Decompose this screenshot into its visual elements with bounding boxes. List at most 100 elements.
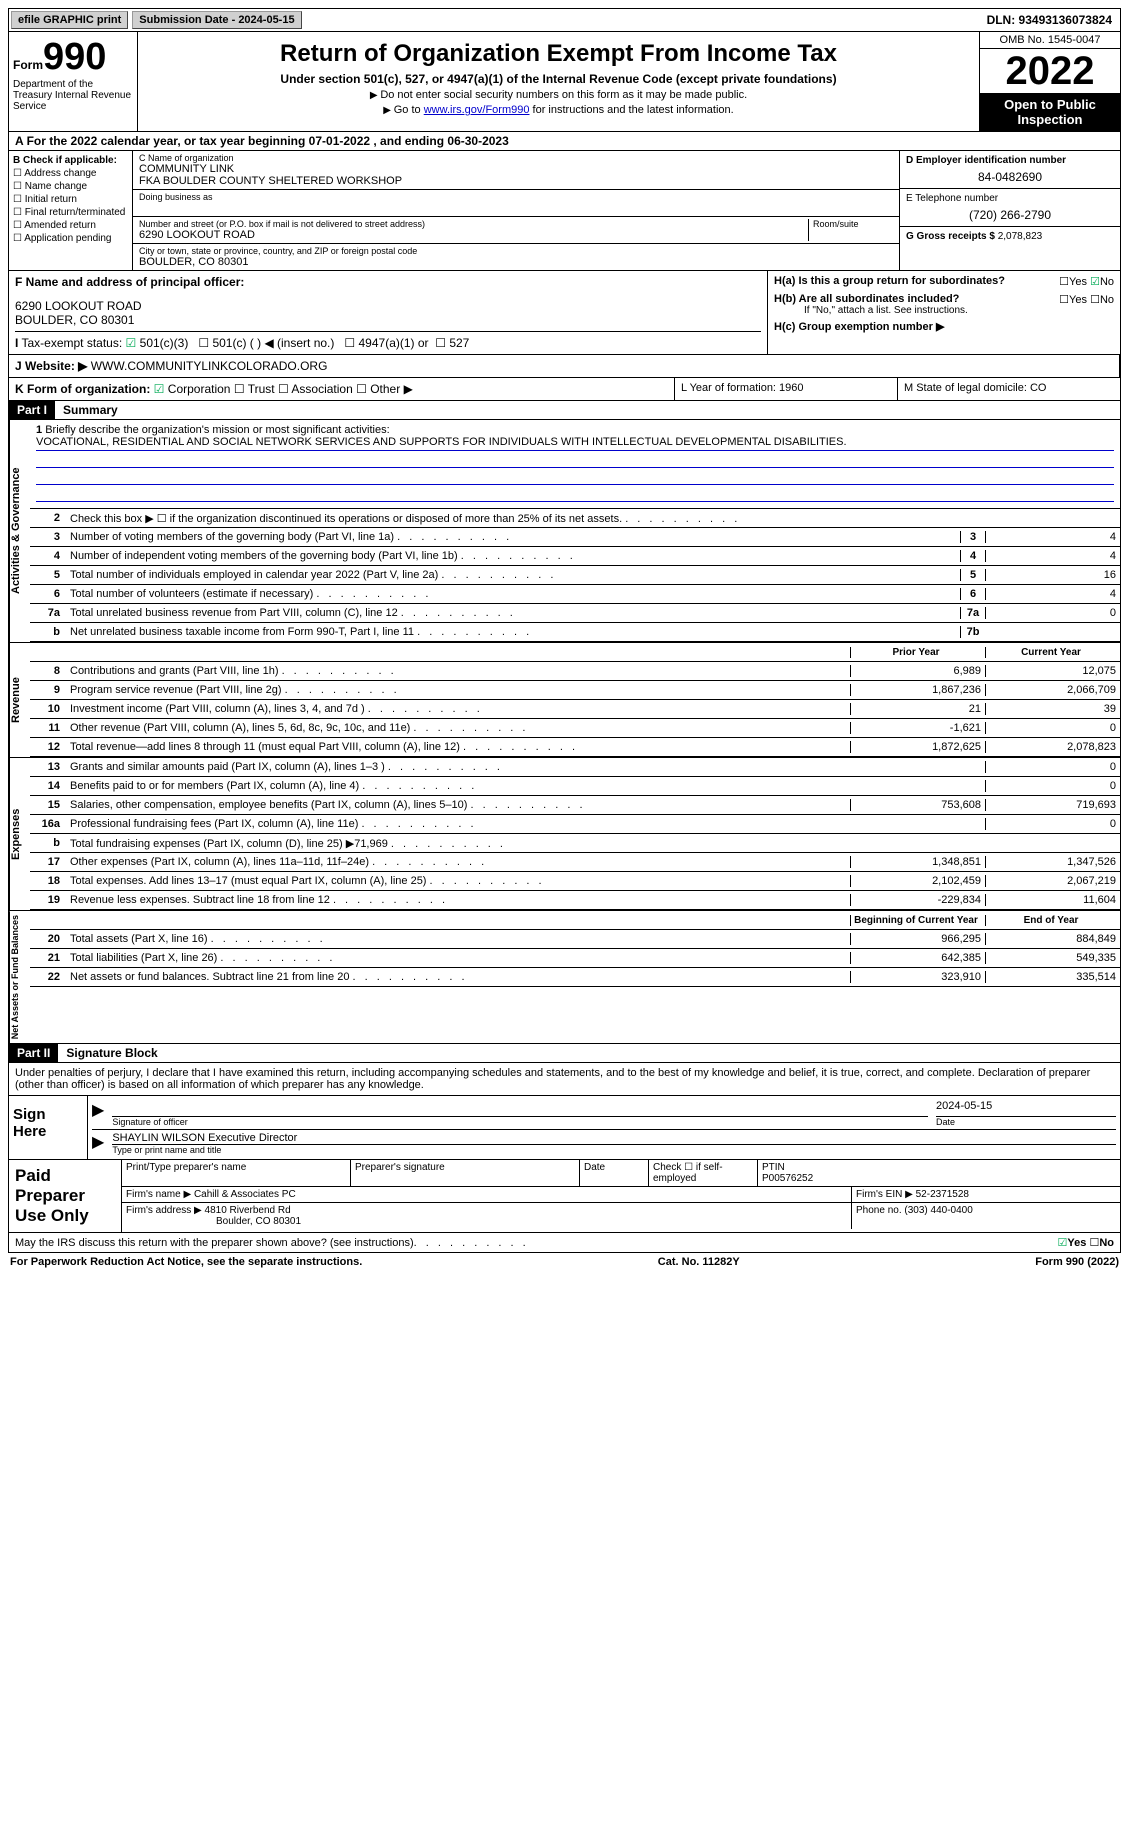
gross-label: G Gross receipts $: [906, 231, 995, 242]
chk-amended[interactable]: Amended return: [13, 220, 128, 231]
line-current-value: 0: [985, 761, 1120, 773]
chk-4947[interactable]: [344, 336, 355, 350]
hc-label: H(c) Group exemption number ▶: [774, 321, 944, 333]
form-number: 990: [43, 36, 106, 78]
line-number: 18: [30, 875, 66, 887]
f-addr1: 6290 LOOKOUT ROAD: [15, 299, 761, 313]
signature-declaration: Under penalties of perjury, I declare th…: [8, 1063, 1121, 1096]
j-label: Website: ▶: [25, 359, 87, 373]
pra-notice: For Paperwork Reduction Act Notice, see …: [10, 1256, 362, 1268]
period-text: For the 2022 calendar year, or tax year …: [27, 134, 509, 148]
line-number: 16a: [30, 818, 66, 830]
discuss-question: May the IRS discuss this return with the…: [15, 1237, 414, 1249]
form-subtitle: Under section 501(c), 527, or 4947(a)(1)…: [142, 72, 975, 86]
gross-value: 2,078,823: [998, 231, 1043, 242]
hb-no[interactable]: [1090, 294, 1100, 306]
line-text: Total revenue—add lines 8 through 11 (mu…: [66, 740, 850, 754]
discuss-yes[interactable]: [1058, 1236, 1068, 1249]
discuss-no[interactable]: [1089, 1236, 1099, 1249]
signature-arrow-icon-2: [92, 1132, 104, 1155]
line-text: Net unrelated business taxable income fr…: [66, 625, 960, 639]
line-current-value: 2,066,709: [985, 684, 1120, 696]
line-number: 13: [30, 761, 66, 773]
paid-preparer-label: Paid Preparer Use Only: [9, 1160, 122, 1232]
chk-address-change[interactable]: Address change: [13, 168, 128, 179]
prep-self-employed[interactable]: Check ☐ if self-employed: [649, 1160, 758, 1186]
dba-label: Doing business as: [139, 192, 893, 202]
form-header: Form990 Department of the Treasury Inter…: [8, 32, 1121, 131]
signature-arrow-icon: [92, 1100, 104, 1127]
line-text: Total assets (Part X, line 16): [66, 932, 850, 946]
omb-number: OMB No. 1545-0047: [980, 32, 1120, 49]
line-current-value: 719,693: [985, 799, 1120, 811]
line-prior-value: 1,348,851: [850, 856, 985, 868]
f-label: F Name and address of principal officer:: [15, 275, 761, 289]
sign-here-label: Sign Here: [9, 1096, 88, 1159]
yes-label: Yes: [1067, 1237, 1086, 1249]
part2-header: Part II: [9, 1044, 58, 1062]
irs-link[interactable]: www.irs.gov/Form990: [424, 104, 530, 116]
vtab-expenses: Expenses: [9, 758, 30, 910]
line-number: b: [30, 837, 66, 849]
tax-year: 2022: [980, 49, 1120, 93]
prep-name-hdr: Print/Type preparer's name: [122, 1160, 351, 1186]
chk-corporation[interactable]: [154, 382, 165, 396]
line-prior-value: 1,872,625: [850, 741, 985, 753]
line-text: Number of independent voting members of …: [66, 549, 960, 563]
line-number: 5: [30, 569, 66, 581]
line-box: 7b: [960, 626, 985, 638]
line-current-value: 549,335: [985, 952, 1120, 964]
catalog-number: Cat. No. 11282Y: [658, 1256, 740, 1268]
no-lbl2: No: [1100, 294, 1114, 306]
hb-yes[interactable]: [1059, 294, 1069, 306]
i-label: Tax-exempt status:: [21, 336, 122, 350]
lbl-501c3: 501(c)(3): [140, 336, 189, 350]
line-prior-value: 1,867,236: [850, 684, 985, 696]
line-current-value: 11,604: [985, 894, 1120, 906]
sig-date-label: Date: [936, 1117, 1116, 1127]
line-value: 4: [985, 531, 1120, 543]
ha-no[interactable]: [1090, 276, 1100, 288]
line-text: Total expenses. Add lines 13–17 (must eq…: [66, 874, 850, 888]
chk-trust[interactable]: [234, 382, 245, 396]
line-current-value: 1,347,526: [985, 856, 1120, 868]
chk-501c[interactable]: [198, 336, 209, 350]
k-label: K Form of organization:: [15, 382, 150, 396]
line-prior-value: -229,834: [850, 894, 985, 906]
line-text: Benefits paid to or for members (Part IX…: [66, 779, 850, 793]
chk-527[interactable]: [435, 336, 446, 350]
org-name-label: C Name of organization: [139, 153, 893, 163]
submission-date-button[interactable]: Submission Date - 2024-05-15: [132, 11, 301, 29]
line-current-value: 0: [985, 780, 1120, 792]
firm-name: Cahill & Associates PC: [194, 1189, 296, 1200]
efile-print-button[interactable]: efile GRAPHIC print: [11, 11, 128, 29]
line-text: Revenue less expenses. Subtract line 18 …: [66, 893, 850, 907]
line-number: 19: [30, 894, 66, 906]
sig-date-value: 2024-05-15: [936, 1100, 1116, 1117]
part1-header: Part I: [9, 401, 55, 419]
chk-final-return[interactable]: Final return/terminated: [13, 207, 128, 218]
ha-yes[interactable]: [1059, 276, 1069, 288]
hb-note: If "No," attach a list. See instructions…: [804, 305, 1114, 316]
line-text: Salaries, other compensation, employee b…: [66, 798, 850, 812]
line-number: 14: [30, 780, 66, 792]
firm-addr2: Boulder, CO 80301: [216, 1216, 301, 1227]
chk-501c3[interactable]: [126, 336, 137, 350]
chk-initial-return[interactable]: Initial return: [13, 194, 128, 205]
chk-other[interactable]: [356, 382, 367, 396]
mission-label: Briefly describe the organization's miss…: [45, 424, 389, 436]
form-title: Return of Organization Exempt From Incom…: [142, 40, 975, 68]
line-text: Total number of volunteers (estimate if …: [66, 587, 960, 601]
line-value: 16: [985, 569, 1120, 581]
prep-date-hdr: Date: [580, 1160, 649, 1186]
chk-application-pending[interactable]: Application pending: [13, 233, 128, 244]
lbl-4947: 4947(a)(1) or: [359, 336, 429, 350]
note-ssn: Do not enter social security numbers on …: [142, 89, 975, 101]
chk-name-change[interactable]: Name change: [13, 181, 128, 192]
line-box: 7a: [960, 607, 985, 619]
line-number: 2: [30, 512, 66, 524]
chk-association[interactable]: [278, 382, 289, 396]
line-prior-value: 323,910: [850, 971, 985, 983]
line-current-value: 884,849: [985, 933, 1120, 945]
line-box: 5: [960, 569, 985, 581]
